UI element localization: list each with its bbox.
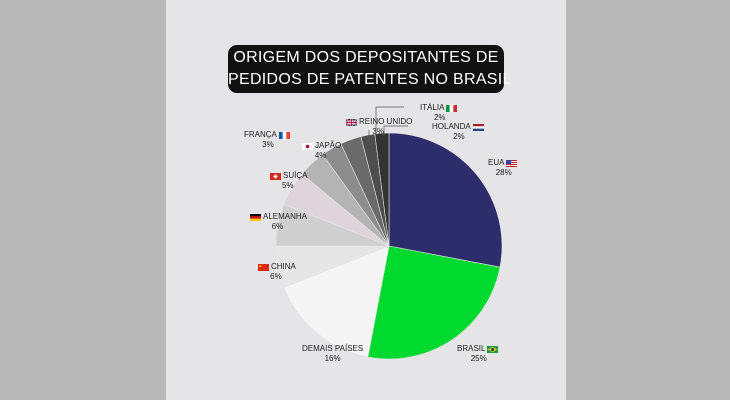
- label-name: REINO UNIDO: [359, 117, 413, 126]
- label-name: HOLANDA: [432, 122, 471, 131]
- label-name: EUA: [488, 158, 505, 167]
- label-alemanha: ALEMANHA 6%: [248, 212, 307, 232]
- label-percent: 3%: [372, 127, 384, 137]
- us-flag-icon: [506, 159, 518, 167]
- label-holanda: HOLANDA 2%: [432, 122, 486, 142]
- pie-slice-demais-paises: [283, 245, 390, 358]
- label-name: CHINA: [271, 262, 296, 271]
- label-demais-paises: DEMAIS PAÍSES 16%: [302, 344, 363, 364]
- label-percent: 6%: [271, 222, 284, 232]
- netherlands-flag-icon: [472, 123, 484, 131]
- label-name: ITÁLIA: [420, 103, 445, 112]
- china-flag-icon: [258, 263, 269, 271]
- label-suica: SUÍÇA 5%: [268, 171, 307, 191]
- label-name: DEMAIS PAÍSES: [302, 344, 364, 353]
- label-name: JAPÃO: [315, 141, 342, 150]
- germany-flag-icon: [250, 213, 261, 221]
- japan-flag-icon: [302, 142, 313, 150]
- title-line-2: PEDIDOS DE PATENTES NO BRASIL: [228, 71, 512, 88]
- label-name: ALEMANHA: [263, 212, 308, 221]
- france-flag-icon: [278, 131, 290, 139]
- pie-slice-holanda: [374, 132, 390, 247]
- label-percent: 6%: [270, 272, 282, 282]
- brazil-flag-icon: [487, 345, 499, 353]
- italy-flag-icon: [446, 104, 458, 112]
- label-china: CHINA 6%: [256, 262, 296, 282]
- label-percent: 3%: [262, 140, 274, 150]
- label-name: SUÍÇA: [283, 171, 308, 180]
- switzerland-flag-icon: [270, 172, 281, 180]
- label-franca: FRANÇA 3%: [244, 130, 292, 150]
- label-percent: 5%: [281, 181, 294, 191]
- title-line-1: ORIGEM DOS DEPOSITANTES DE: [233, 49, 499, 66]
- label-percent: 4%: [314, 151, 327, 161]
- label-percent: 2%: [433, 113, 446, 123]
- label-eua: EUA 28%: [488, 158, 519, 178]
- label-percent: 28%: [495, 168, 512, 178]
- label-name: BRASIL: [457, 344, 486, 353]
- pie-slice-brasil: [367, 245, 501, 360]
- leader-line-italia: [375, 106, 404, 136]
- label-brasil: BRASIL 25%: [457, 344, 500, 364]
- chart-title: ORIGEM DOS DEPOSITANTES DE PEDIDOS DE PA…: [228, 45, 512, 93]
- label-italia: ITÁLIA 2%: [420, 103, 459, 123]
- label-name: FRANÇA: [244, 130, 277, 139]
- label-japao: JAPÃO 4%: [300, 141, 341, 161]
- label-reino-unido: REINO UNIDO 3%: [344, 117, 412, 137]
- label-percent: 16%: [324, 354, 341, 364]
- label-percent: 2%: [453, 132, 465, 142]
- leader-line-holanda: [383, 125, 408, 136]
- label-percent: 25%: [470, 354, 487, 364]
- pie-slice-eua: [388, 132, 503, 268]
- uk-flag-icon: [345, 117, 358, 127]
